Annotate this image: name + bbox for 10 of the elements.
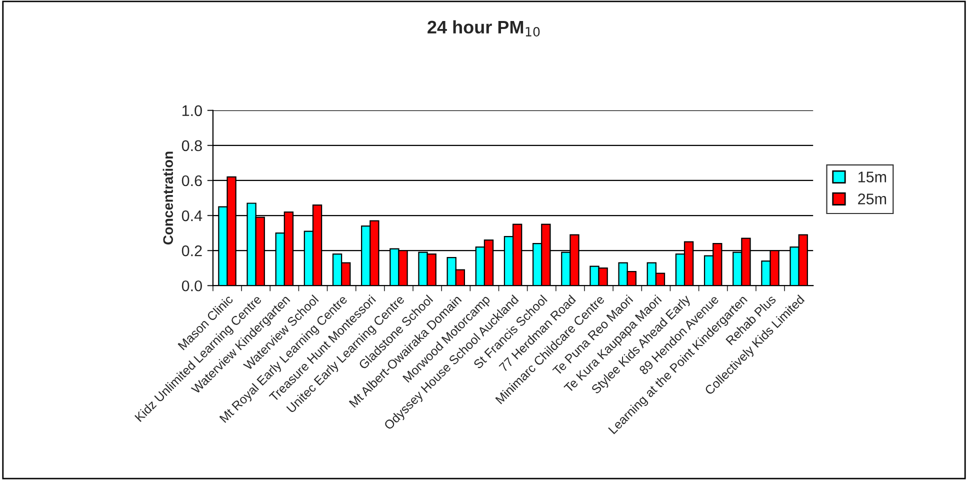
y-tick-label: 1.0: [182, 105, 202, 116]
y-tick-label: 0.0: [182, 280, 202, 292]
legend-label: 25m: [858, 194, 886, 204]
y-tick-label: 0.4: [182, 210, 202, 222]
y-axis-title: Concentration: [162, 152, 174, 244]
y-tick-label: 0.6: [182, 175, 202, 186]
y-tick-label: 0.8: [182, 140, 202, 152]
chart-title: 24 hour PM$_{10}$: [428, 20, 540, 37]
y-tick-label: 0.2: [182, 245, 202, 256]
legend-label: 15m: [858, 172, 886, 182]
